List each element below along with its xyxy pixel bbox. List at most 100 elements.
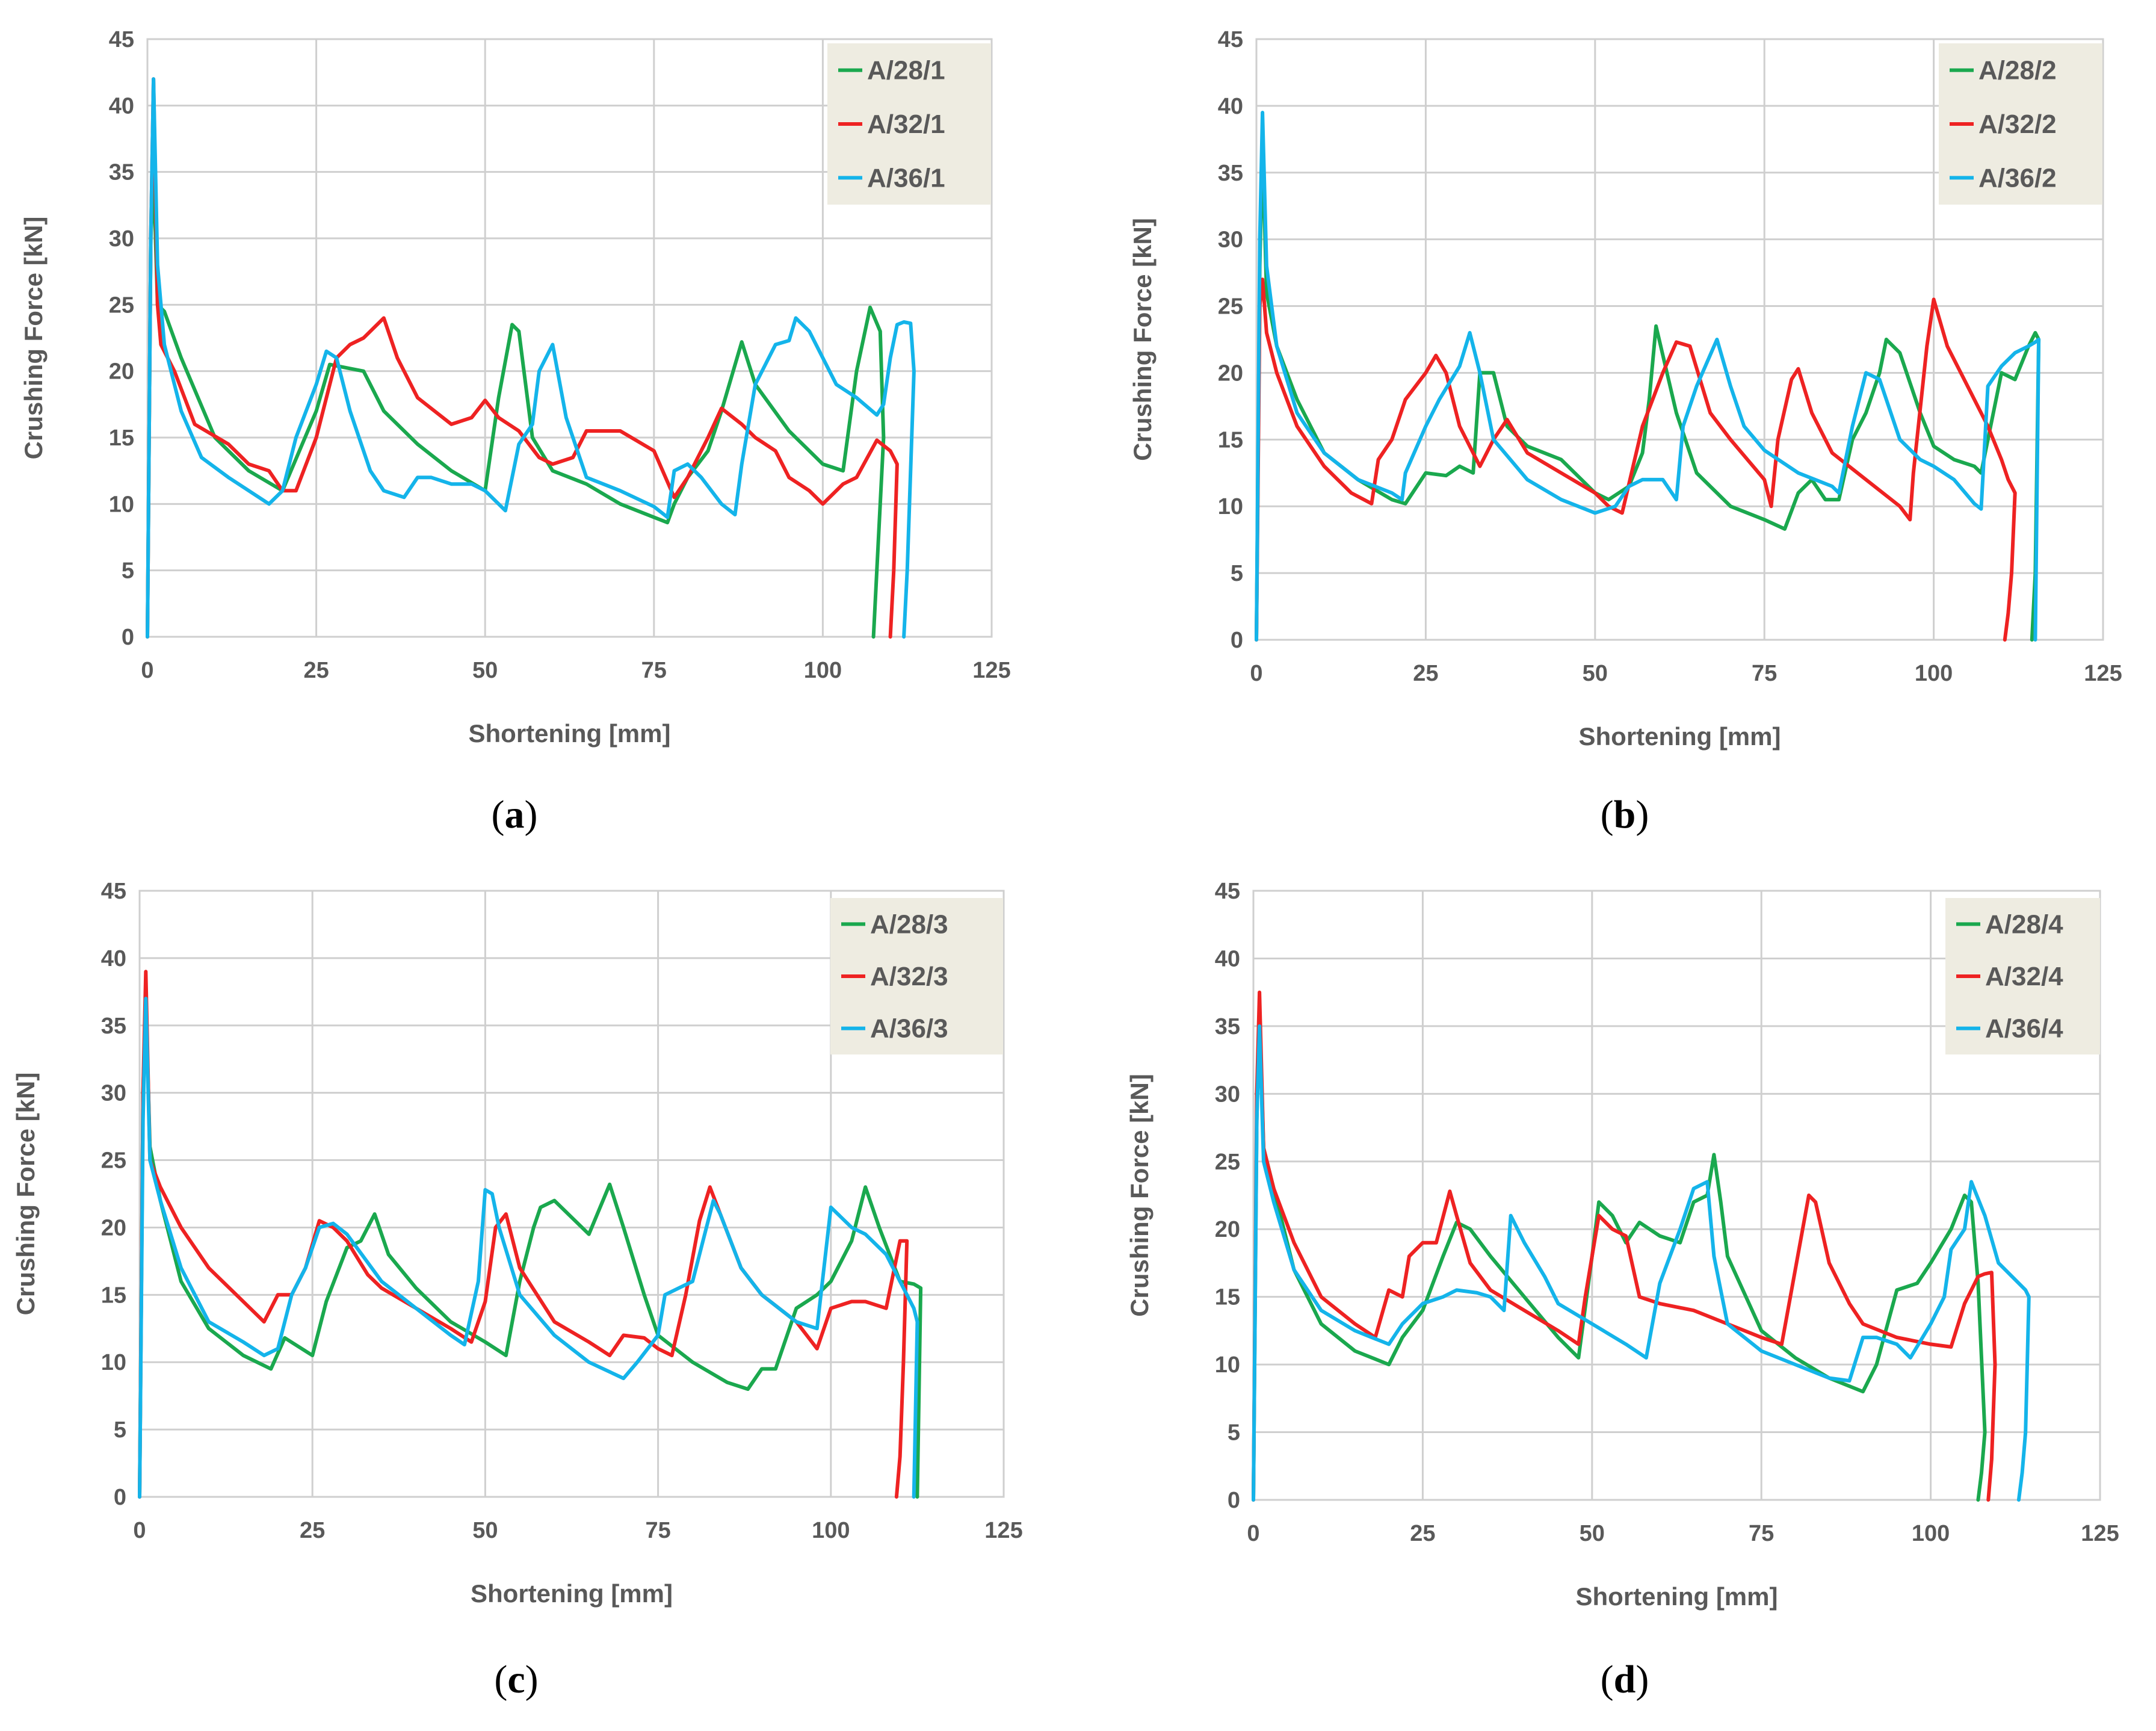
plot-frame (146, 38, 993, 638)
x-axis-label: Shortening [mm] (471, 1579, 673, 1608)
y-tick-label: 35 (109, 160, 134, 185)
x-tick-label: 50 (1580, 1521, 1605, 1546)
y-axis-label: Crushing Force [kN] (1128, 218, 1157, 461)
legend-entry: A/36/3 (870, 1014, 948, 1044)
y-tick-label: 10 (1218, 494, 1243, 519)
y-tick-label: 15 (109, 426, 134, 451)
chart-panel-a: 0 5 10 15 20 25 30 35 40 45 0 25 50 75 100 125 Shortenin… (19, 27, 1011, 837)
series-line-a-32-3 (138, 970, 909, 1499)
y-tick-label: 40 (109, 93, 134, 119)
y-tick-label: 0 (1231, 628, 1243, 653)
legend-entry: A/36/4 (1985, 1014, 2063, 1044)
x-tick-label: 75 (641, 658, 667, 683)
x-tick-label: 50 (472, 658, 498, 683)
y-tick-label: 25 (1218, 294, 1243, 320)
panel-caption: (c) (494, 1658, 538, 1702)
y-tick-label: 25 (101, 1148, 126, 1174)
x-axis-label: Shortening [mm] (469, 719, 671, 748)
series-line-a-28-4 (1252, 1011, 1987, 1502)
y-tick-label: 0 (1228, 1488, 1240, 1513)
series-line-a-32-1 (146, 77, 899, 639)
y-tick-label: 25 (109, 293, 134, 318)
panel-caption: (a) (492, 793, 538, 837)
legend: A/28/1 A/32/1 A/36/1 (827, 43, 991, 205)
plot-frame (138, 890, 1005, 1498)
plot-frame (1252, 890, 2101, 1501)
y-tick-label: 25 (1215, 1150, 1240, 1175)
y-tick-label: 20 (109, 359, 134, 385)
legend: A/28/3 A/32/3 A/36/3 (830, 898, 1003, 1054)
legend-entry: A/32/4 (1985, 962, 2063, 991)
x-tick-label: 125 (984, 1518, 1022, 1543)
y-tick-label: 20 (1218, 361, 1243, 386)
x-tick-label: 0 (141, 658, 153, 683)
x-tick-label: 0 (133, 1518, 146, 1543)
y-tick-label: 5 (122, 559, 134, 584)
y-axis-label: Crushing Force [kN] (1125, 1074, 1154, 1317)
legend-entry: A/32/1 (867, 110, 945, 139)
x-axis-label: Shortening [mm] (1576, 1582, 1778, 1611)
legend-entry: A/28/4 (1985, 909, 2063, 939)
y-tick-label: 40 (1215, 946, 1240, 971)
series-line-a-28-3 (138, 997, 923, 1499)
x-tick-label: 25 (300, 1518, 325, 1543)
y-tick-label: 10 (109, 492, 134, 517)
y-tick-label: 45 (1218, 27, 1243, 52)
legend-entry: A/28/1 (867, 56, 945, 85)
series-line-a-36-4 (1252, 1024, 2031, 1502)
x-tick-label: 125 (2081, 1521, 2119, 1546)
x-tick-label: 100 (804, 658, 842, 683)
series-line-a-36-3 (138, 997, 919, 1499)
x-tick-label: 100 (1912, 1521, 1950, 1546)
y-tick-label: 35 (101, 1014, 126, 1039)
y-tick-label: 20 (101, 1215, 126, 1240)
y-tick-label: 30 (1215, 1082, 1240, 1107)
x-tick-label: 100 (812, 1518, 850, 1543)
legend-entry: A/36/1 (867, 163, 945, 193)
y-tick-label: 15 (101, 1283, 126, 1308)
legend-entry: A/36/2 (1978, 163, 2057, 193)
legend-entry: A/32/3 (870, 962, 948, 991)
chart-panel-c: 0 5 10 15 20 25 30 35 40 45 0 25 50 75 100 125 Shortenin… (11, 879, 1023, 1702)
plot-frame (1255, 38, 2104, 641)
x-tick-label: 25 (1413, 661, 1438, 686)
series-line-a-32-4 (1252, 990, 1997, 1502)
y-tick-label: 35 (1215, 1014, 1240, 1039)
x-tick-label: 0 (1250, 661, 1262, 686)
y-axis-label: Crushing Force [kN] (11, 1073, 40, 1316)
panel-caption: (d) (1601, 1658, 1649, 1702)
x-tick-label: 25 (1410, 1521, 1435, 1546)
y-tick-label: 30 (101, 1081, 126, 1106)
y-tick-label: 30 (109, 226, 134, 252)
x-tick-label: 50 (472, 1518, 498, 1543)
y-tick-label: 5 (1228, 1420, 1240, 1446)
chart-panel-d: 0 5 10 15 20 25 30 35 40 45 0 25 50 75 100 125 Shortenin… (1125, 879, 2119, 1702)
series-line-a-36-2 (1255, 111, 2041, 642)
y-tick-label: 0 (114, 1485, 126, 1510)
legend: A/28/2 A/32/2 A/36/2 (1939, 43, 2102, 205)
y-axis-label: Crushing Force [kN] (19, 217, 48, 460)
x-tick-label: 25 (303, 658, 329, 683)
y-tick-label: 0 (122, 625, 134, 650)
legend-entry: A/32/2 (1978, 110, 2057, 139)
y-tick-label: 45 (109, 27, 134, 52)
chart-panel-b: 0 5 10 15 20 25 30 35 40 45 0 25 50 75 100 125 Shortenin… (1128, 27, 2122, 837)
y-tick-label: 5 (114, 1417, 126, 1443)
y-tick-label: 10 (101, 1350, 126, 1375)
y-tick-label: 15 (1218, 427, 1243, 453)
x-tick-label: 0 (1247, 1521, 1259, 1546)
y-tick-label: 5 (1231, 561, 1243, 586)
series-line-a-36-1 (146, 77, 916, 639)
y-tick-label: 45 (101, 879, 126, 904)
y-tick-label: 40 (101, 946, 126, 971)
series-line-a-28-2 (1255, 144, 2041, 642)
legend-entry: A/28/3 (870, 909, 948, 939)
series-line-a-32-2 (1255, 277, 2017, 642)
panel-caption: (b) (1601, 793, 1649, 837)
x-tick-label: 75 (645, 1518, 670, 1543)
x-tick-label: 125 (2084, 661, 2122, 686)
y-tick-label: 10 (1215, 1352, 1240, 1378)
legend: A/28/4 A/32/4 A/36/4 (1945, 898, 2100, 1054)
x-tick-label: 100 (1915, 661, 1953, 686)
